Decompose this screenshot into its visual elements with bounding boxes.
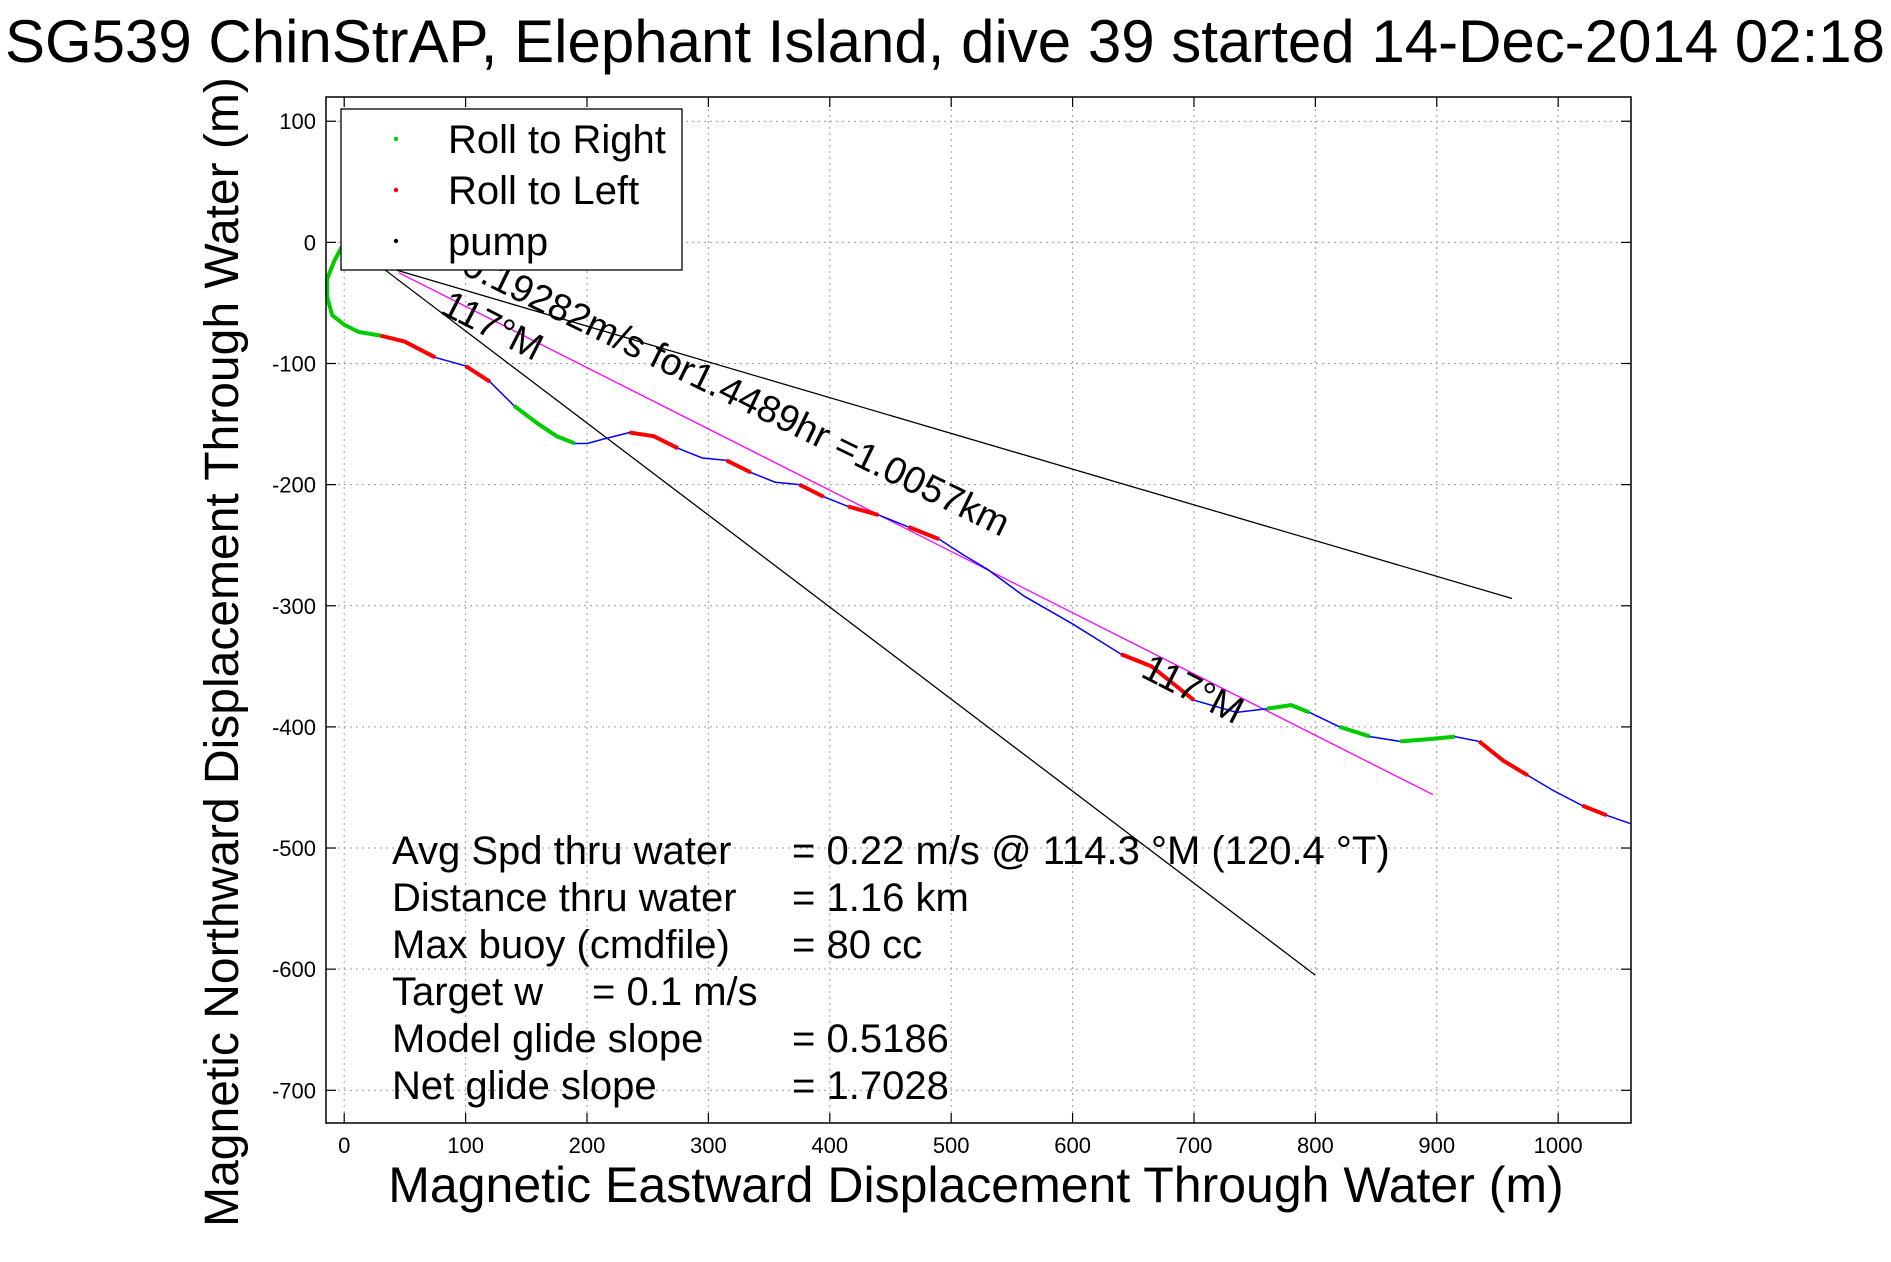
roll-left-segment	[380, 333, 437, 360]
x-axis-label: Magnetic Eastward Displacement Through W…	[388, 1157, 1563, 1213]
stats-block: Avg Spd thru water = 0.22 m/s @ 114.3 °M …	[392, 829, 1390, 1108]
x-tick-label: 0	[338, 1133, 350, 1158]
stat-label: Max buoy (cmdfile)	[392, 923, 730, 967]
x-tick-label: 1000	[1534, 1133, 1583, 1158]
roll-right-segment	[1400, 734, 1456, 744]
stat-value: = 0.1 m/s	[592, 970, 758, 1014]
line-annotation: 0.19282m/s for1.4489hr =1.0057km	[456, 243, 1016, 545]
dive-track	[325, 241, 1632, 825]
legend-label: pump	[448, 220, 548, 264]
y-tick-label: -700	[272, 1078, 316, 1103]
y-tick-label: -500	[272, 836, 316, 861]
stat-label: Net glide slope	[392, 1064, 657, 1108]
stat-value: = 80 cc	[792, 923, 922, 967]
y-tick-label: 100	[279, 109, 316, 134]
x-tick-label: 500	[933, 1133, 970, 1158]
y-axis-label: Magnetic Northward Displacement Through …	[196, 77, 249, 1227]
heading-reference-line	[398, 272, 1434, 796]
stat-label: Model glide slope	[392, 1017, 703, 1061]
stat-label: Avg Spd thru water	[392, 829, 731, 873]
legend-marker	[393, 238, 399, 244]
heading-reference-line	[380, 266, 1316, 976]
x-tick-label: 200	[569, 1133, 606, 1158]
stat-value: = 1.16 km	[792, 876, 969, 920]
y-tick-label: -300	[272, 594, 316, 619]
roll-left-segment	[725, 458, 752, 475]
roll-left-segment	[798, 482, 825, 499]
stat-label: Target w	[392, 970, 543, 1014]
roll-right-segment	[512, 404, 576, 446]
roll-right-segment	[1266, 703, 1311, 715]
roll-left-segment	[847, 504, 879, 517]
x-tick-label: 900	[1418, 1133, 1455, 1158]
roll-left-segment	[907, 525, 940, 541]
axis-ticks: 0 100 200 300 400 500 600 700 800 900 10001000-100…	[272, 97, 1631, 1158]
legend-marker	[393, 136, 399, 142]
roll-left-segment	[464, 364, 491, 384]
x-tick-label: 300	[690, 1133, 727, 1158]
stat-value: = 0.5186	[792, 1017, 949, 1061]
y-tick-label: -600	[272, 957, 316, 982]
chart-title: SG539 ChinStrAP, Elephant Island, dive 3…	[5, 8, 1885, 75]
legend-label: Roll to Right	[448, 118, 666, 162]
roll-left-segment	[1120, 652, 1196, 702]
y-tick-label: -200	[272, 473, 316, 498]
heading-reference-line	[392, 268, 1513, 600]
plot-area-frame	[325, 96, 1632, 1124]
line-annotation: 117°M	[1135, 647, 1250, 733]
legend-marker	[393, 187, 399, 193]
reference-lines	[380, 266, 1513, 976]
x-tick-label: 700	[1176, 1133, 1213, 1158]
stat-value: = 1.7028	[792, 1064, 949, 1108]
y-tick-label: 0	[304, 230, 316, 255]
roll-right-segment	[1339, 724, 1371, 739]
y-tick-label: -400	[272, 715, 316, 740]
legend-label: Roll to Left	[448, 169, 639, 213]
x-tick-label: 600	[1054, 1133, 1091, 1158]
stat-label: Distance thru water	[392, 876, 737, 920]
x-tick-label: 100	[447, 1133, 484, 1158]
roll-left-segment	[629, 430, 679, 451]
y-tick-label: -100	[272, 351, 316, 376]
roll-left-segment	[1478, 739, 1529, 778]
roll-right-segment	[325, 241, 381, 338]
x-tick-label: 800	[1297, 1133, 1334, 1158]
stat-value: = 0.22 m/s @ 114.3 °M (120.4 °T)	[792, 829, 1390, 873]
legend: Roll to Right Roll to Left pump	[340, 108, 683, 271]
roll-left-segment	[1581, 803, 1608, 818]
x-tick-label: 400	[811, 1133, 848, 1158]
annotations: 0.19282m/s for1.4489hr =1.0057km117°M117…	[435, 243, 1250, 733]
